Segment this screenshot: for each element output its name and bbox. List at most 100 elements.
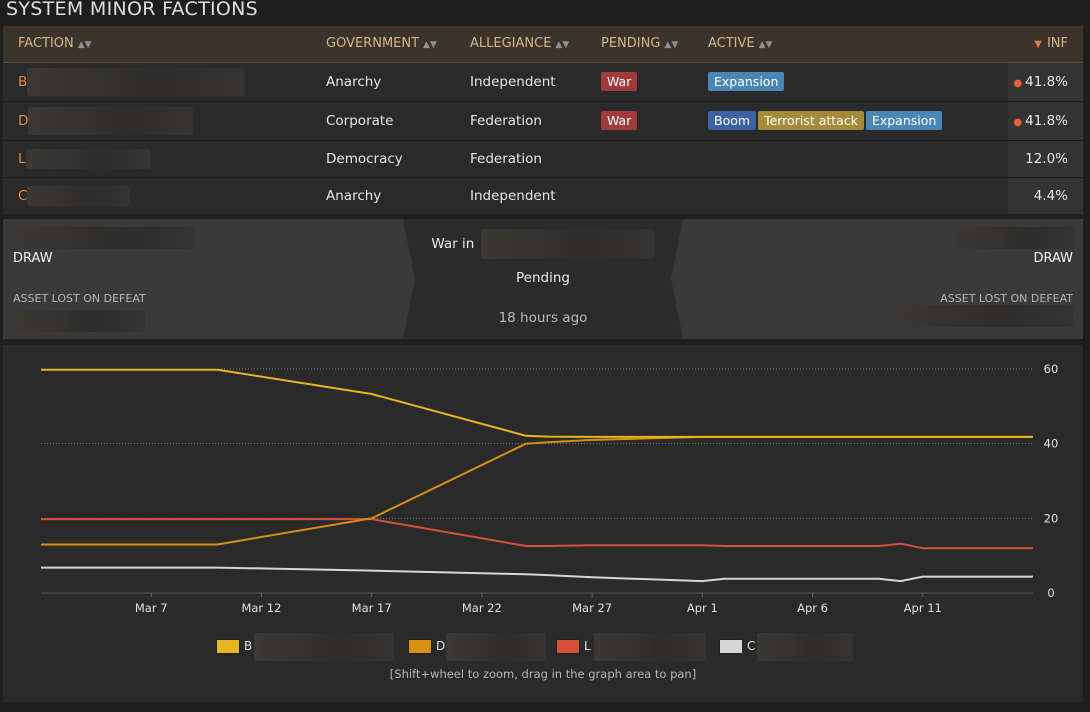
table-header-row: FACTION ▲▼ GOVERNMENT ▲▼ ALLEGIANCE ▲▼ PEND… (3, 26, 1083, 63)
faction-name[interactable]: C (18, 187, 28, 204)
sort-icon: ▲▼ (423, 40, 437, 51)
table-row[interactable]: C Anarchy Independent 4.4% (3, 176, 1083, 214)
redacted-system-name (480, 229, 655, 259)
war-in-label: War in (431, 236, 475, 252)
influence-change-dot-icon: ● (1013, 77, 1023, 89)
redacted-asset-name (13, 310, 145, 332)
influence-change-dot-icon: ● (1013, 116, 1023, 128)
header-active-label: ACTIVE (708, 36, 755, 52)
redacted-text (25, 148, 151, 169)
x-tick-label: Mar 7 (135, 601, 168, 615)
state-tag-expansion: Expansion (708, 72, 785, 91)
legend-swatch (216, 639, 240, 654)
faction-cell[interactable]: L (3, 139, 311, 177)
table-row[interactable]: B Anarchy Independent War Expansion ● 41.… (3, 61, 1083, 101)
x-tick-label: Mar 27 (572, 601, 612, 615)
sort-icon: ▲▼ (77, 40, 92, 51)
redacted-asset-name (895, 305, 1073, 327)
pending-cell: War (586, 61, 693, 101)
legend-swatch (408, 639, 432, 654)
legend-swatch (556, 639, 580, 654)
conflict-result-left: DRAW (13, 251, 53, 266)
government-cell: Democracy (311, 139, 455, 177)
header-inf-label: INF (1046, 36, 1068, 52)
inf-value: 41.8% (1025, 73, 1068, 90)
sort-icon: ▲▼ (555, 40, 570, 51)
allegiance-cell: Federation (455, 139, 586, 177)
allegiance-cell: Independent (455, 176, 586, 214)
active-cell (693, 139, 1008, 177)
series-line-d[interactable] (41, 435, 1033, 546)
header-government-label: GOVERNMENT (326, 36, 420, 52)
inf-value: 41.8% (1025, 112, 1068, 129)
conflict-side-right[interactable]: DRAW ASSET LOST ON DEFEAT (671, 219, 1083, 339)
legend-label: D (436, 639, 446, 653)
government-cell: Anarchy (311, 176, 455, 214)
redacted-legend-name (757, 633, 853, 661)
faction-cell[interactable]: B (3, 61, 311, 101)
header-faction[interactable]: FACTION ▲▼ (3, 26, 311, 63)
table-row[interactable]: D Corporate Federation War Boom Terrorist… (3, 100, 1083, 140)
redacted-faction-name (955, 227, 1075, 249)
active-cell (693, 176, 1008, 214)
x-tick-label: Apr 1 (687, 601, 718, 615)
inf-cell: 12.0% (1008, 139, 1083, 177)
table-row[interactable]: L Democracy Federation 12.0% (3, 139, 1083, 177)
state-tag-terrorist-attack: Terrorist attack (758, 111, 864, 130)
inf-cell: 4.4% (1008, 176, 1083, 214)
conflict-side-left[interactable]: DRAW ASSET LOST ON DEFEAT (3, 219, 415, 339)
series-line-c[interactable] (41, 566, 1033, 583)
header-pending[interactable]: PENDING ▲▼ (586, 26, 693, 63)
state-tag-expansion: Expansion (865, 111, 943, 130)
x-tick-label: Apr 6 (797, 601, 828, 615)
sort-desc-icon: ▼ (1034, 39, 1042, 51)
inf-cell: ● 41.8% (1008, 61, 1083, 101)
allegiance-cell: Independent (455, 61, 586, 101)
redacted-text (28, 106, 194, 135)
header-pending-label: PENDING (601, 36, 661, 52)
legend-label: C (747, 639, 756, 653)
header-active[interactable]: ACTIVE ▲▼ (693, 26, 1008, 63)
y-tick-label: 60 (1044, 362, 1059, 376)
faction-name[interactable]: D (18, 112, 29, 129)
conflict-time-ago: 18 hours ago (498, 310, 588, 326)
header-inf[interactable]: ▼ INF (1008, 26, 1083, 63)
inf-value: 12.0% (1025, 150, 1068, 167)
legend-swatch (719, 639, 743, 654)
legend-label: B (244, 639, 253, 653)
header-government[interactable]: GOVERNMENT ▲▼ (311, 26, 455, 63)
government-cell: Anarchy (311, 61, 455, 101)
conflict-status: Pending (516, 270, 570, 286)
allegiance-cell: Federation (455, 100, 586, 140)
faction-cell[interactable]: D (3, 100, 311, 140)
header-allegiance-label: ALLEGIANCE (470, 36, 552, 52)
header-faction-label: FACTION (18, 36, 74, 52)
redacted-text (27, 67, 246, 96)
influence-graph[interactable]: 0 20 40 60 Mar 7 Mar 12 Mar 17 Mar 22 Mar 27 Apr … (3, 345, 1083, 702)
x-tick-label: Mar 17 (352, 601, 392, 615)
pending-cell (586, 176, 693, 214)
faction-name[interactable]: L (18, 150, 26, 167)
header-allegiance[interactable]: ALLEGIANCE ▲▼ (455, 26, 586, 63)
active-cell: Expansion (693, 61, 1008, 101)
redacted-faction-name (11, 227, 195, 249)
factions-table: FACTION ▲▼ GOVERNMENT ▲▼ ALLEGIANCE ▲▼ PEND… (3, 26, 1083, 214)
conflict-result-right: DRAW (1033, 251, 1073, 266)
faction-cell[interactable]: C (3, 176, 311, 214)
sort-icon: ▲▼ (664, 40, 679, 51)
pending-cell: War (586, 100, 693, 140)
series-line-l[interactable] (41, 518, 1033, 550)
redacted-text (27, 185, 131, 206)
redacted-legend-name (446, 633, 546, 661)
state-tag-boom: Boom (708, 111, 757, 130)
active-cell: Boom Terrorist attack Expansion (693, 100, 1008, 140)
influence-chart[interactable]: 0 20 40 60 Mar 7 Mar 12 Mar 17 Mar 22 Mar 27 Apr … (3, 345, 1083, 635)
y-tick-label: 20 (1044, 511, 1059, 525)
asset-lost-label-left: ASSET LOST ON DEFEAT (13, 292, 146, 305)
war-in-line: War in (3, 229, 1083, 259)
faction-name[interactable]: B (18, 73, 28, 90)
series-line-b[interactable] (41, 368, 1033, 438)
sort-icon: ▲▼ (758, 40, 773, 51)
redacted-legend-name (254, 633, 394, 661)
